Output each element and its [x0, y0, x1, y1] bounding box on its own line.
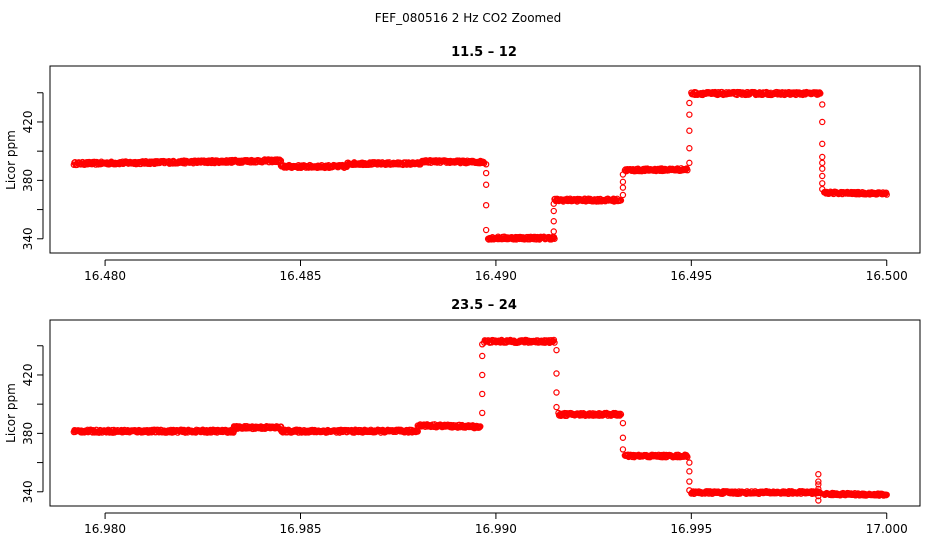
x-tick-label: 16.480 [84, 269, 126, 283]
data-point [883, 191, 890, 198]
data-point [482, 161, 490, 168]
x-tick-label: 16.990 [475, 522, 517, 536]
data-point [550, 218, 557, 225]
panel-1-x-axis: 16.480 16.485 16.490 16.495 16.500 [84, 259, 908, 283]
data-point [815, 471, 822, 478]
data-point [619, 184, 627, 191]
data-point [686, 487, 693, 494]
data-point [819, 159, 826, 167]
data-point [553, 389, 560, 396]
panel-2-x-axis: 16.980 16.985 16.990 16.995 17.000 [84, 512, 908, 536]
panel-1: 11.5 – 12 Licor ppm 16.480 16.485 16.490 16… [4, 45, 921, 283]
data-point [550, 228, 557, 235]
data-point [815, 492, 822, 500]
data-point [551, 235, 558, 242]
data-point [819, 165, 826, 172]
data-point [482, 169, 490, 177]
data-point [819, 140, 826, 148]
data-point [819, 118, 826, 126]
data-point [819, 185, 826, 193]
data-point [553, 346, 560, 354]
y-tick-label: 340 [21, 480, 35, 503]
data-point [815, 485, 822, 493]
data-point [619, 178, 627, 186]
x-tick-label: 16.490 [475, 269, 517, 283]
panel-1-title: 11.5 – 12 [451, 45, 517, 60]
data-point [619, 419, 627, 427]
panel-1-plot-frame [49, 65, 921, 254]
data-point [550, 200, 557, 207]
panel-2-y-axis: 340 380 420 [21, 345, 44, 503]
data-point [619, 191, 627, 199]
x-tick-label: 16.500 [866, 269, 908, 283]
data-point [479, 352, 486, 360]
data-point [819, 172, 826, 180]
x-tick-label: 16.485 [279, 269, 321, 283]
data-point [553, 403, 560, 411]
data-point [815, 478, 822, 485]
data-point [479, 341, 486, 348]
data-point [550, 336, 558, 344]
x-tick-label: 17.000 [866, 522, 908, 536]
data-point [619, 171, 627, 178]
data-point [550, 207, 557, 215]
data-point [482, 201, 490, 209]
figure-title: FEF_080516 2 Hz CO2 Zoomed [375, 11, 561, 25]
panel-2-title: 23.5 – 24 [451, 298, 517, 313]
data-point [479, 409, 486, 417]
data-point [686, 468, 693, 475]
panel-1-y-axis: 340 380 420 [21, 92, 44, 250]
data-point [819, 180, 826, 187]
data-point [819, 101, 826, 108]
data-point [686, 459, 693, 466]
data-point [619, 434, 627, 441]
x-tick-label: 16.495 [670, 269, 712, 283]
data-point [553, 370, 560, 377]
data-point [686, 159, 693, 167]
panel-2: 23.5 – 24 Licor ppm 16.980 16.985 16.990 16… [4, 298, 921, 536]
data-point [686, 145, 693, 152]
y-tick-label: 380 [21, 422, 35, 445]
y-tick-label: 420 [21, 364, 35, 387]
data-point [551, 339, 558, 346]
x-tick-label: 16.995 [670, 522, 712, 536]
data-point [479, 390, 486, 398]
data-point [684, 166, 691, 174]
x-tick-label: 16.980 [84, 522, 126, 536]
y-tick-label: 340 [21, 227, 35, 250]
panel-2-ylabel: Licor ppm [4, 383, 18, 443]
data-point [482, 226, 490, 234]
data-point [819, 153, 826, 161]
data-point [686, 111, 693, 118]
panel-2-plot-frame [49, 319, 921, 507]
data-point [815, 497, 822, 504]
data-point [479, 371, 486, 379]
data-point [817, 90, 824, 97]
y-tick-label: 420 [21, 111, 35, 134]
data-point [477, 423, 484, 430]
panel-2-series [70, 336, 890, 504]
x-tick-label: 16.985 [279, 522, 321, 536]
data-point [686, 99, 693, 107]
data-point [686, 127, 693, 134]
data-point [619, 446, 627, 453]
data-point [684, 453, 691, 461]
data-point [883, 491, 890, 498]
panel-1-ylabel: Licor ppm [4, 130, 18, 190]
panel-1-series [70, 88, 890, 243]
data-point [815, 481, 822, 488]
data-point [482, 181, 490, 188]
y-tick-label: 380 [21, 169, 35, 192]
data-point [686, 478, 693, 485]
data-point [617, 197, 625, 204]
data-point [617, 411, 625, 418]
